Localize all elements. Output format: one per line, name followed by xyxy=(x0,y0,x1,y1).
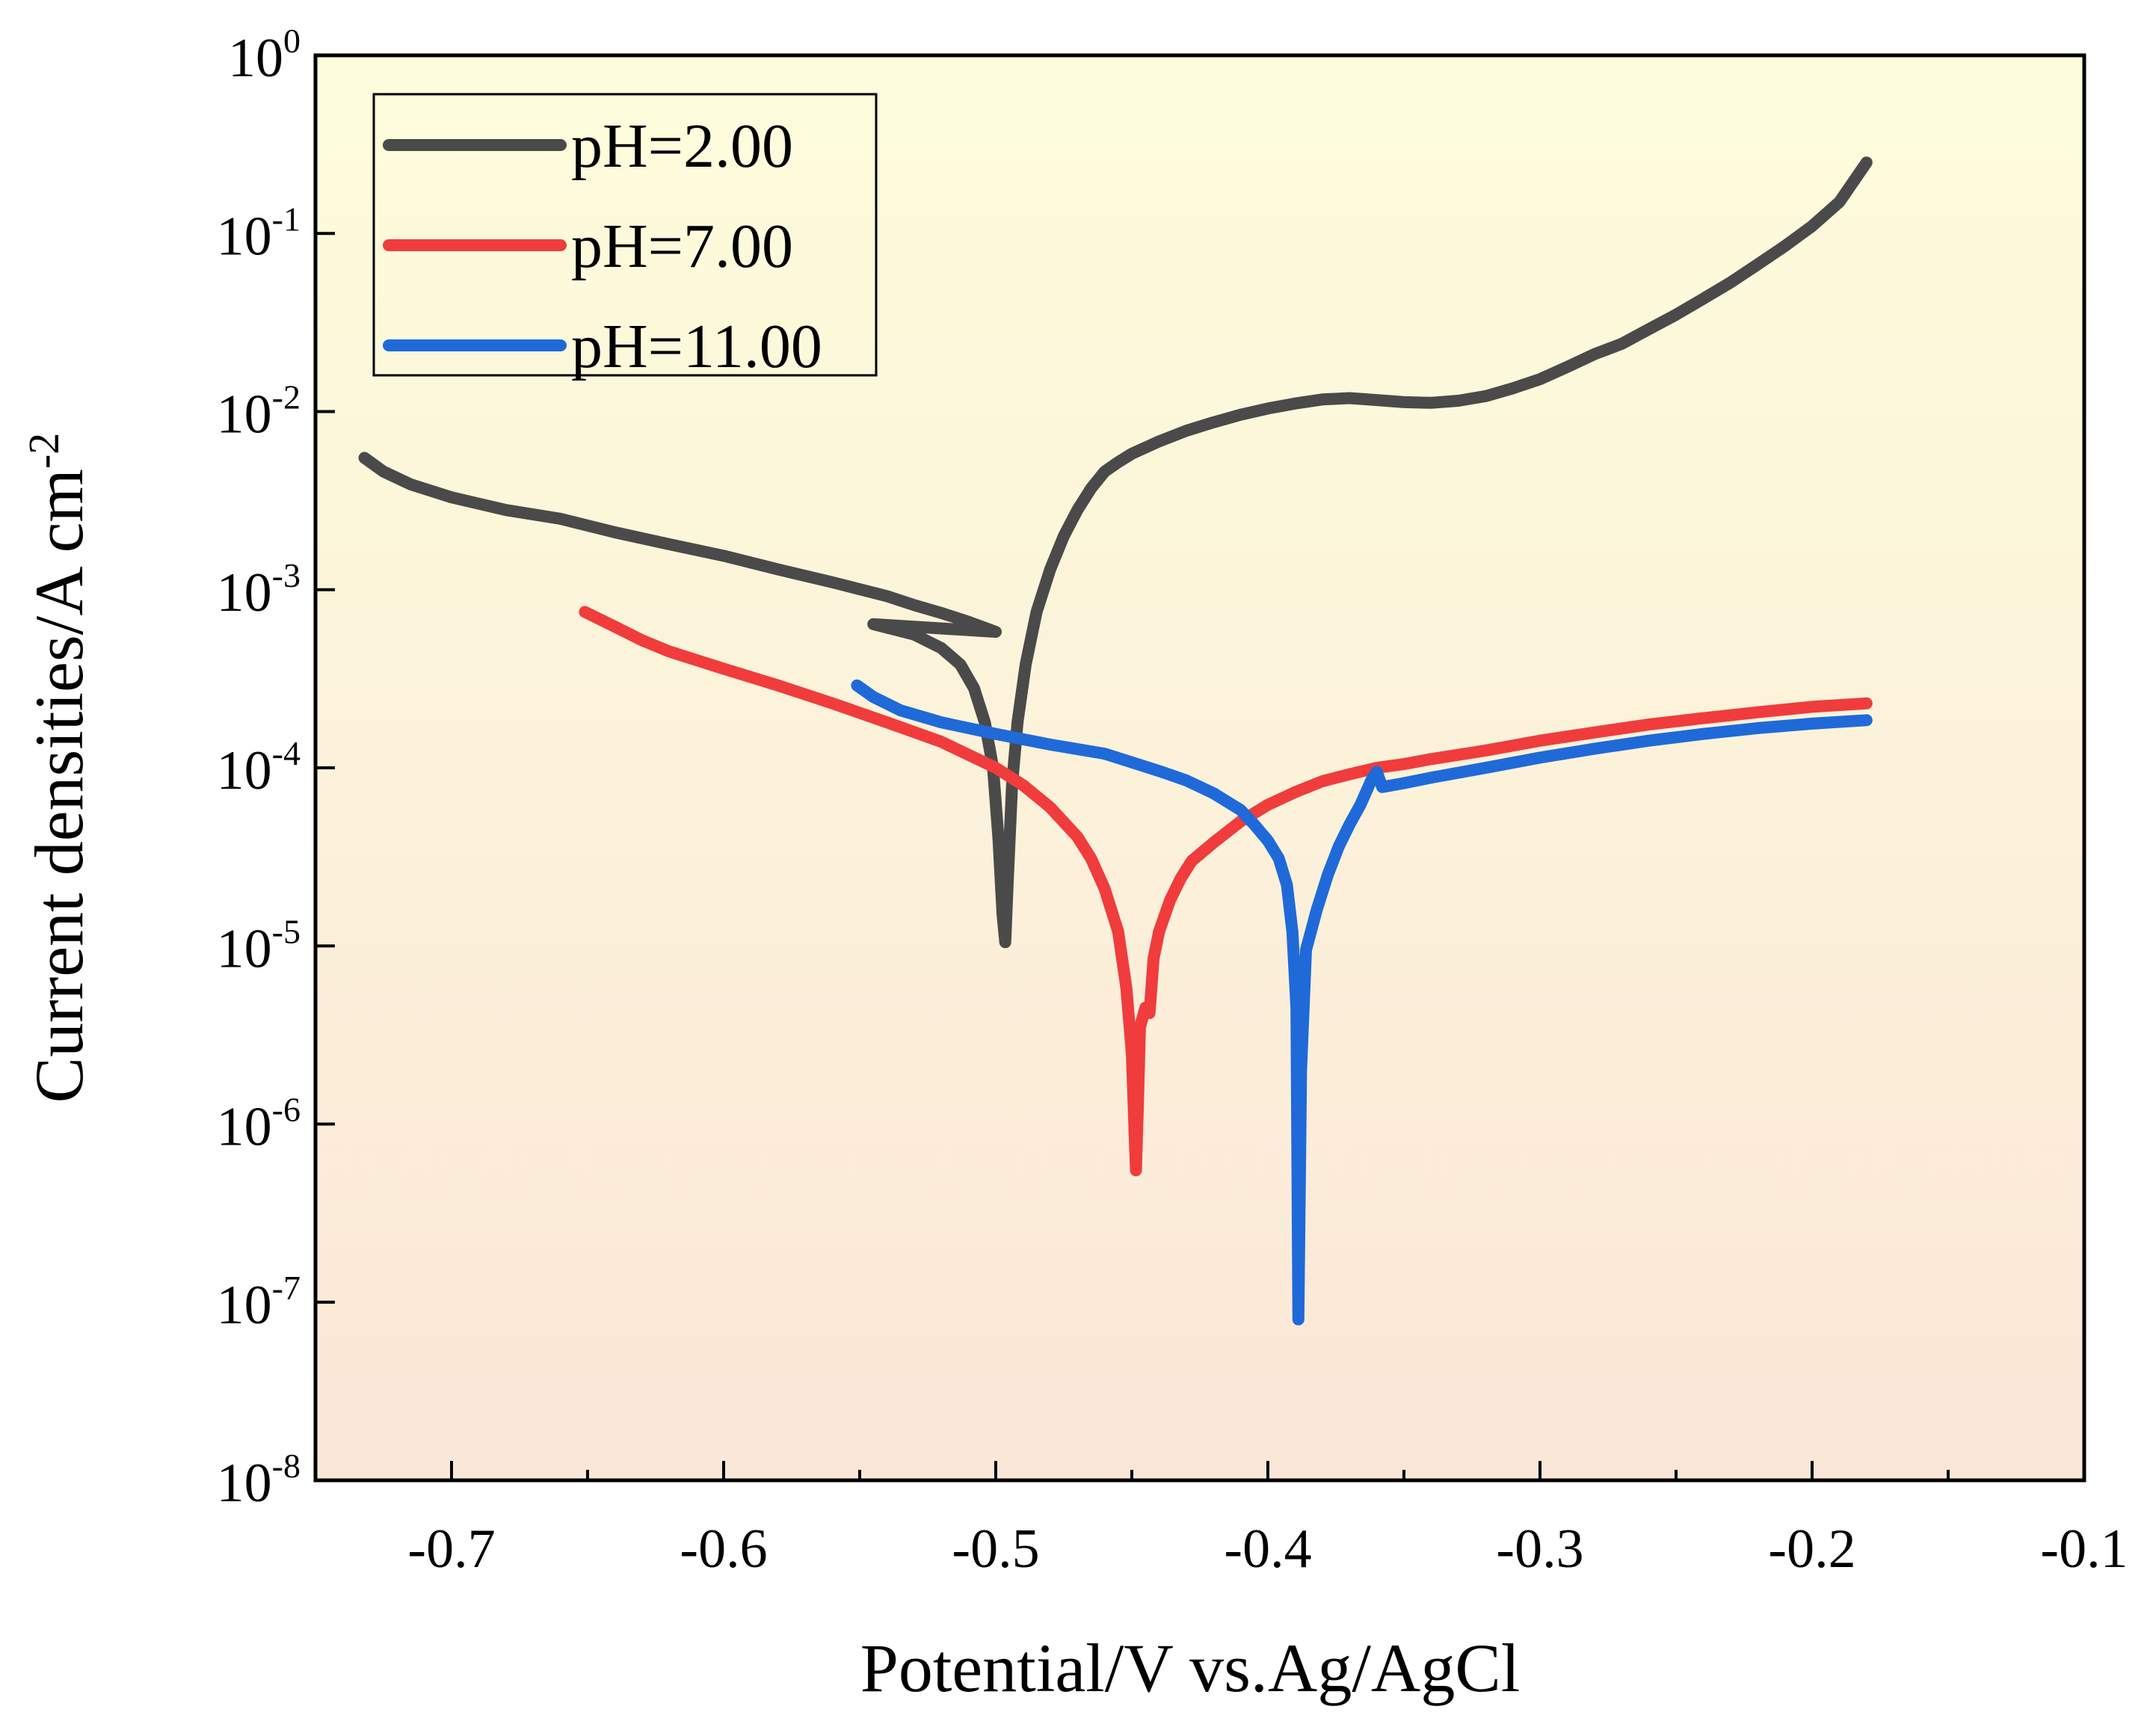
legend-box xyxy=(372,93,878,377)
y-tick-base: 10 xyxy=(217,918,272,979)
series-line-2 xyxy=(579,606,1873,1177)
series-line-3 xyxy=(851,679,1873,1326)
y-tick-base: 10 xyxy=(228,28,283,89)
y-tick-base: 10 xyxy=(217,384,272,446)
y-tick-exponent: -1 xyxy=(272,200,301,238)
series-line-1 xyxy=(358,156,1873,949)
y-axis-title-base: Current densities/A cm xyxy=(21,469,97,1103)
y-tick-base: 10 xyxy=(217,206,272,267)
legend-items: pH=2.00 pH=7.00 pH=11.00 xyxy=(383,111,822,381)
y-tick-exponent: -7 xyxy=(272,1269,301,1307)
y-tick-label: 10-3 xyxy=(217,556,301,624)
legend-label: pH=2.00 xyxy=(571,111,793,181)
y-tick-exponent: -8 xyxy=(272,1447,301,1485)
y-tick-label: 10-8 xyxy=(217,1447,301,1514)
y-tick-base: 10 xyxy=(217,740,272,801)
y-tick-label: 10-4 xyxy=(217,734,301,801)
y-tick-label: 10-5 xyxy=(217,912,301,979)
y-tick-label: 10-1 xyxy=(217,200,301,267)
y-tick-exponent: -3 xyxy=(272,556,301,594)
x-tick-label: -0.4 xyxy=(1224,1518,1311,1580)
y-tick-base: 10 xyxy=(217,1275,272,1336)
plot-background xyxy=(315,55,2084,1480)
y-tick-exponent: -4 xyxy=(272,734,301,772)
y-tick-label: 10-6 xyxy=(217,1091,301,1158)
y-tick-exponent: -2 xyxy=(272,378,301,416)
y-tick-exponent: -6 xyxy=(272,1091,301,1129)
y-tick-base: 10 xyxy=(217,562,272,624)
x-tick-label: -0.2 xyxy=(1768,1518,1855,1580)
y-tick-base: 10 xyxy=(217,1453,272,1514)
y-tick-base: 10 xyxy=(217,1097,272,1158)
x-tick-label: -0.3 xyxy=(1496,1518,1583,1580)
y-tick-label: 10-7 xyxy=(217,1269,301,1336)
y-tick-exponent: -5 xyxy=(272,912,301,950)
x-tick-label: -0.6 xyxy=(680,1518,767,1580)
x-tick-label: -0.1 xyxy=(2040,1518,2128,1580)
x-axis-title: Potential/V vs.Ag/AgCl xyxy=(860,1630,1521,1706)
x-tick-label: -0.7 xyxy=(407,1518,495,1580)
y-tick-label: 100 xyxy=(228,22,301,89)
y-tick-exponent: 0 xyxy=(283,22,301,60)
x-tick-label: -0.5 xyxy=(952,1518,1039,1580)
legend: pH=2.00 pH=7.00 pH=11.00 xyxy=(372,93,878,381)
x-axis-ticks: -0.7 -0.6 -0.5 -0.4 -0.3 -0.2 -0.1 xyxy=(314,1461,2128,1580)
legend-label: pH=11.00 xyxy=(571,312,822,381)
y-axis-title: Current densities/A cm-2 xyxy=(19,433,98,1104)
series-layer xyxy=(358,156,1873,1326)
y-axis-title-sup: -2 xyxy=(19,433,68,469)
y-tick-label: 10-2 xyxy=(217,378,301,446)
legend-label: pH=7.00 xyxy=(571,212,793,281)
